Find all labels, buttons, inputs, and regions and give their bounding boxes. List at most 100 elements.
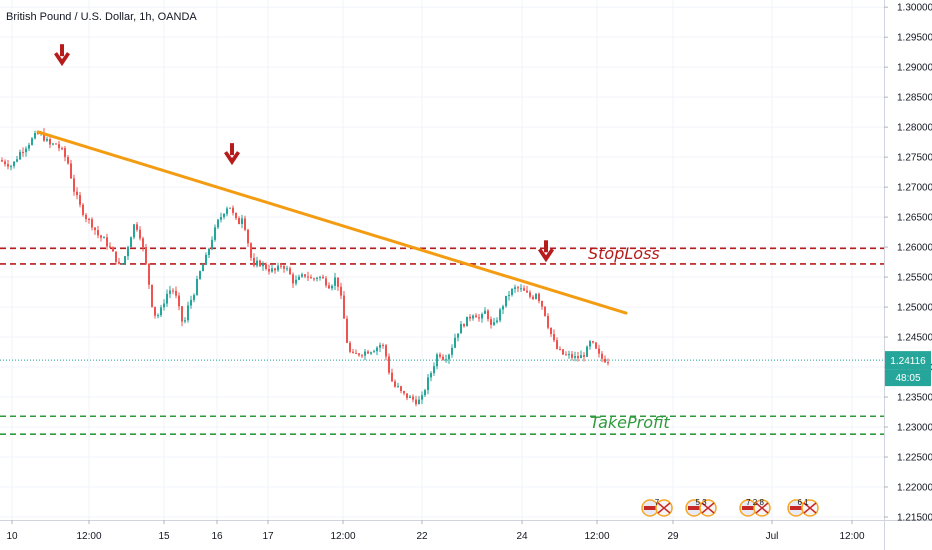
countdown-box bbox=[885, 369, 931, 387]
candle-body bbox=[310, 277, 312, 279]
candle-body bbox=[211, 239, 213, 249]
candle-body bbox=[379, 344, 381, 348]
candle-body bbox=[367, 351, 369, 354]
price-tick-label: 1.26000 bbox=[897, 243, 932, 254]
candle-body bbox=[403, 391, 405, 394]
candle-body bbox=[82, 204, 84, 215]
candle-body bbox=[298, 276, 300, 280]
candle-body bbox=[58, 144, 60, 149]
candle-body bbox=[193, 295, 195, 300]
candle-body bbox=[394, 381, 396, 387]
candle-body bbox=[28, 144, 30, 149]
candle-body bbox=[94, 227, 96, 231]
down-arrow-icon bbox=[538, 240, 554, 263]
candle-body bbox=[451, 347, 453, 355]
event-count: 7 2 8 bbox=[746, 498, 764, 507]
candle-body bbox=[475, 315, 477, 318]
candle-body bbox=[34, 132, 36, 139]
candle-body bbox=[271, 268, 273, 272]
economic-event-icon[interactable]: 7 bbox=[641, 498, 673, 517]
candle-body bbox=[382, 344, 384, 346]
stop-loss: StopLoss bbox=[0, 244, 884, 265]
price-tick-label: 1.29000 bbox=[897, 63, 932, 74]
price-axis: 1.30000 1.29500 1.29000 1.28500 1.28000 1.275… bbox=[884, 3, 932, 524]
candle-body bbox=[529, 292, 531, 297]
candle-body bbox=[592, 341, 594, 343]
economic-event-icon[interactable]: 6 1 bbox=[787, 498, 819, 517]
candle-body bbox=[340, 286, 342, 296]
candle-body bbox=[448, 354, 450, 360]
candle-body bbox=[286, 268, 288, 270]
candle-body bbox=[559, 348, 561, 350]
candle-body bbox=[493, 322, 495, 325]
event-count: 6 1 bbox=[797, 498, 809, 507]
time-axis: 10 12:00 15 16 17 12:00 22 24 12:00 29 Jul 12:00 bbox=[6, 520, 865, 542]
candle-body bbox=[238, 218, 240, 225]
candle-body bbox=[283, 266, 285, 269]
candle-body bbox=[328, 285, 330, 289]
candle-body bbox=[268, 268, 270, 272]
candle-body bbox=[157, 315, 159, 317]
candle-body bbox=[217, 219, 219, 228]
candle-body bbox=[97, 230, 99, 236]
price-tick-label: 1.30000 bbox=[897, 3, 932, 14]
candle-body bbox=[442, 356, 444, 360]
price-tick-label: 1.25500 bbox=[897, 273, 932, 284]
candle-body bbox=[595, 342, 597, 349]
candle-body bbox=[67, 157, 69, 164]
candle-body bbox=[1, 160, 3, 162]
time-tick-label: 24 bbox=[516, 531, 528, 542]
candle-body bbox=[166, 293, 168, 304]
candle-body bbox=[175, 290, 177, 296]
symbol-title[interactable]: British Pound / U.S. Dollar, 1h, OANDA bbox=[6, 11, 197, 23]
candle-body bbox=[445, 359, 447, 361]
candle-body bbox=[556, 340, 558, 349]
candle-body bbox=[301, 274, 303, 277]
candle-body bbox=[148, 263, 150, 285]
candle-body bbox=[196, 278, 198, 296]
candle-body bbox=[88, 218, 90, 220]
candle-body bbox=[91, 219, 93, 228]
candle-body bbox=[607, 362, 609, 364]
price-tick-label: 1.22500 bbox=[897, 453, 932, 464]
candle-body bbox=[304, 274, 306, 277]
candle-body bbox=[571, 354, 573, 358]
candle-body bbox=[508, 295, 510, 297]
candle-body bbox=[64, 148, 66, 158]
candle-body bbox=[205, 254, 207, 265]
price-tick-label: 1.29500 bbox=[897, 33, 932, 44]
candle-body bbox=[232, 207, 234, 213]
flag-cross bbox=[701, 502, 715, 514]
trendline bbox=[36, 130, 628, 315]
candle-body bbox=[511, 288, 513, 296]
candle-body bbox=[490, 319, 492, 325]
candle-body bbox=[346, 318, 348, 343]
countdown-value: 48:05 bbox=[895, 373, 920, 384]
candle-body bbox=[322, 276, 324, 279]
candle-body bbox=[544, 306, 546, 316]
candle-body bbox=[520, 288, 522, 290]
candle-body bbox=[331, 285, 333, 289]
candle-body bbox=[406, 393, 408, 398]
candle-body bbox=[49, 139, 51, 145]
candle-body bbox=[439, 354, 441, 357]
candle-body bbox=[517, 287, 519, 289]
take-profit-label: TakeProfit bbox=[590, 413, 670, 432]
economic-event-icon[interactable]: 7 2 8 bbox=[739, 498, 771, 517]
candle-body bbox=[553, 334, 555, 341]
candle-body bbox=[22, 151, 24, 153]
candle-body bbox=[61, 148, 63, 150]
candle-body bbox=[466, 316, 468, 327]
time-tick-label: 12:00 bbox=[839, 531, 864, 542]
candle-body bbox=[307, 276, 309, 278]
candle-body bbox=[580, 355, 582, 359]
economic-event-icon[interactable]: 5 3 bbox=[685, 498, 717, 517]
time-tick-label: 12:00 bbox=[330, 531, 355, 542]
candle-body bbox=[115, 251, 117, 262]
candle-body bbox=[136, 224, 138, 230]
candle-body bbox=[4, 161, 6, 165]
candle-body bbox=[274, 268, 276, 271]
candle-body bbox=[397, 386, 399, 388]
